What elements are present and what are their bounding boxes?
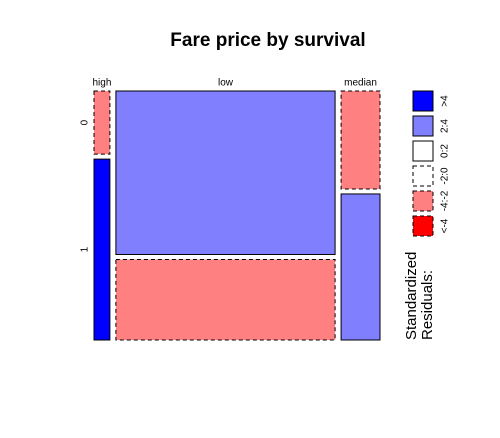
row-label: 0 xyxy=(80,119,91,125)
legend-title: Residuals: xyxy=(419,270,436,340)
mosaic-cell xyxy=(93,158,111,341)
legend-label: <-4 xyxy=(440,218,451,233)
mosaic-cell xyxy=(115,90,336,255)
mosaic-cell xyxy=(93,90,111,155)
row-label: 1 xyxy=(80,246,91,252)
column-label: high xyxy=(92,78,111,89)
chart-title: Fare price by survival xyxy=(170,30,365,51)
mosaic-cell xyxy=(115,258,336,341)
legend-swatch xyxy=(412,190,434,212)
legend-swatch xyxy=(412,115,434,137)
mosaic-cell xyxy=(340,193,381,341)
legend-title: Standardized xyxy=(403,252,420,340)
legend-label: -4:-2 xyxy=(440,190,451,211)
legend-label: -2:0 xyxy=(440,167,451,185)
column-label: low xyxy=(218,78,234,89)
mosaic-cell xyxy=(340,90,381,190)
legend-swatch xyxy=(412,215,434,237)
legend-label: 2:4 xyxy=(440,119,451,133)
legend-label: 0:2 xyxy=(440,144,451,158)
column-label: median xyxy=(344,78,377,89)
legend-swatch xyxy=(412,165,434,187)
legend-swatch xyxy=(412,90,434,112)
legend-label: >4 xyxy=(440,95,451,107)
legend-swatch xyxy=(412,140,434,162)
